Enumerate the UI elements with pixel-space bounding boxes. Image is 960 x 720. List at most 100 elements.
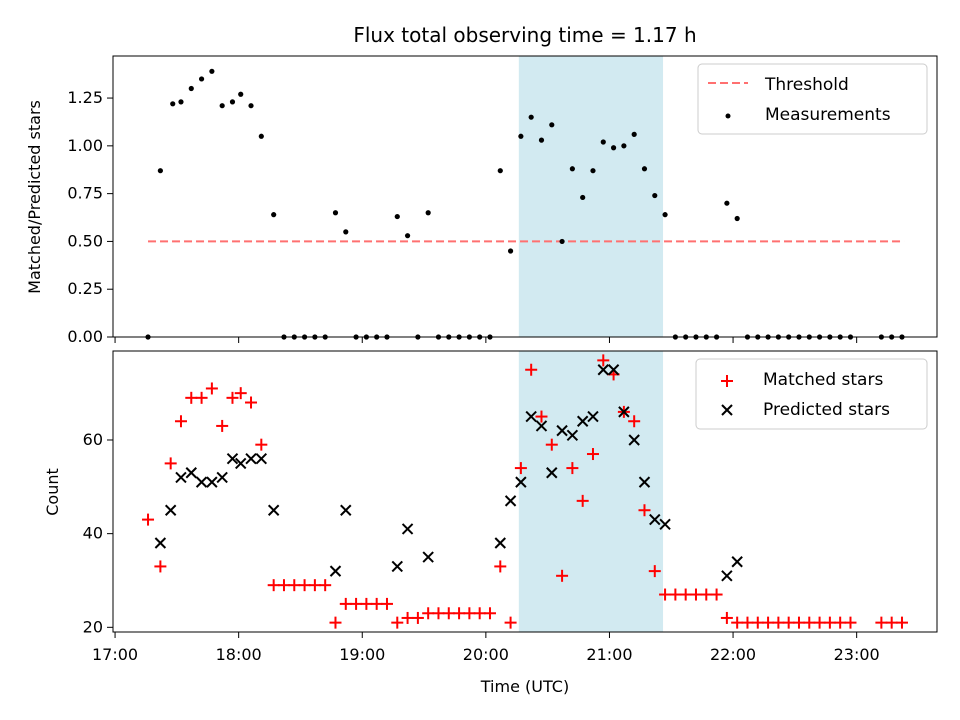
predicted-marker-b xyxy=(216,471,228,484)
measurement-point xyxy=(610,145,617,151)
measurement-point xyxy=(662,212,668,218)
matched-star-point xyxy=(834,616,847,629)
measurement-point xyxy=(528,114,534,120)
matched-star-point xyxy=(741,616,754,629)
predicted-marker-b xyxy=(659,518,671,530)
predicted-marker-b xyxy=(576,415,589,427)
predicted-marker-b xyxy=(556,424,568,437)
measurement-point xyxy=(425,210,431,216)
top-y-axis-label: Matched/Predicted stars xyxy=(25,100,44,294)
matched-star-point xyxy=(885,616,898,629)
matched-star-point xyxy=(473,607,486,620)
matched-star-point xyxy=(803,616,816,629)
legend-measurement-label: Measurements xyxy=(765,105,891,125)
matched-star-point xyxy=(823,616,836,629)
matched-star-point xyxy=(432,607,445,620)
count-panel: 20 40 60 17:00 18:00 19:00 20:00 21:00 22:00 23:… xyxy=(43,350,938,696)
measurement-point xyxy=(559,238,565,245)
predicted-marker-b xyxy=(226,453,239,465)
measurement-point xyxy=(332,210,339,216)
top-shaded-interval xyxy=(518,56,664,337)
predicted-star-point xyxy=(206,476,218,488)
measurement-point xyxy=(518,133,524,139)
predicted-marker-b xyxy=(185,467,197,479)
predicted-marker-b xyxy=(267,504,280,516)
matched-star-point xyxy=(226,391,239,404)
ratio-panel: 0.00 0.25 0.50 0.75 1.00 1.25 Matched/Predict… xyxy=(25,55,938,346)
measurement-point xyxy=(209,68,215,74)
predicted-star-point xyxy=(329,565,342,577)
predicted-marker-b xyxy=(638,476,651,488)
predicted-marker-b xyxy=(649,513,661,526)
predicted-star-point xyxy=(556,424,568,437)
measurement-point xyxy=(580,194,586,201)
predicted-star-point xyxy=(164,504,177,516)
legend-matched-label: Matched stars xyxy=(763,370,883,390)
predicted-star-point xyxy=(154,537,167,549)
predicted-star-point xyxy=(587,410,599,423)
measurement-point xyxy=(229,99,236,105)
predicted-star-point xyxy=(566,429,579,442)
matched-star-point xyxy=(298,579,311,592)
measurement-point xyxy=(507,248,514,254)
predicted-marker-b xyxy=(245,453,257,465)
x-tick-label: 23:00 xyxy=(834,645,880,664)
matched-star-point xyxy=(731,616,744,629)
bottom-x-ticks: 17:00 18:00 19:00 20:00 21:00 22:00 23:00 xyxy=(92,632,880,664)
top-legend-box xyxy=(697,63,928,135)
measurement-point xyxy=(569,166,575,172)
y-tick-label: 0.50 xyxy=(67,231,103,250)
matched-star-point xyxy=(494,560,507,573)
legend-threshold-label: Threshold xyxy=(764,75,849,95)
matched-star-point xyxy=(329,616,342,629)
measurement-point xyxy=(271,212,277,218)
matched-star-point xyxy=(792,616,805,629)
matched-star-point xyxy=(411,611,424,624)
predicted-star-point xyxy=(340,504,352,516)
y-tick-label: 60 xyxy=(83,430,103,449)
measurement-point xyxy=(248,103,254,109)
y-tick-label: 0.25 xyxy=(67,279,103,298)
predicted-star-point xyxy=(597,364,609,376)
measurement-point xyxy=(157,168,163,174)
predicted-star-point xyxy=(618,406,630,418)
chart-title: Flux total observing time = 1.17 h xyxy=(353,23,696,47)
predicted-marker-b xyxy=(731,556,743,568)
matched-star-point xyxy=(185,391,198,404)
measurement-point xyxy=(178,99,184,105)
predicted-star-point xyxy=(216,471,228,484)
matched-star-point xyxy=(205,382,218,395)
matched-star-point xyxy=(245,396,258,409)
x-tick-label: 22:00 xyxy=(710,645,756,664)
predicted-marker-b xyxy=(587,410,599,423)
measurement-point xyxy=(631,131,637,137)
predicted-star-point xyxy=(607,364,620,376)
matched-star-point xyxy=(442,607,455,620)
matched-star-point xyxy=(700,588,713,601)
predicted-star-point xyxy=(515,476,527,488)
predicted-star-point xyxy=(525,410,537,423)
bottom-legend: Matched stars Predicted stars xyxy=(695,358,928,430)
matched-star-point xyxy=(154,560,167,573)
predicted-star-point xyxy=(267,504,280,516)
bottom-legend-box xyxy=(695,358,928,430)
measurement-point xyxy=(538,137,545,143)
matched-star-point xyxy=(288,579,301,592)
measurement-point xyxy=(394,213,400,220)
predicted-star-point xyxy=(535,420,548,432)
matched-star-point xyxy=(391,616,404,629)
matched-star-point xyxy=(638,504,651,517)
matched-star-point xyxy=(195,391,208,404)
matched-star-point xyxy=(174,415,187,428)
measurement-point xyxy=(170,101,176,107)
matched-star-point xyxy=(277,579,290,592)
matched-star-point xyxy=(422,607,435,620)
top-legend: Threshold Measurements xyxy=(697,63,928,135)
matched-star-point xyxy=(360,597,373,610)
measurement-point xyxy=(219,103,225,109)
x-tick-label: 18:00 xyxy=(216,645,262,664)
x-axis-label: Time (UTC) xyxy=(480,677,569,696)
matched-star-point xyxy=(669,588,682,601)
matched-star-point xyxy=(350,597,363,610)
